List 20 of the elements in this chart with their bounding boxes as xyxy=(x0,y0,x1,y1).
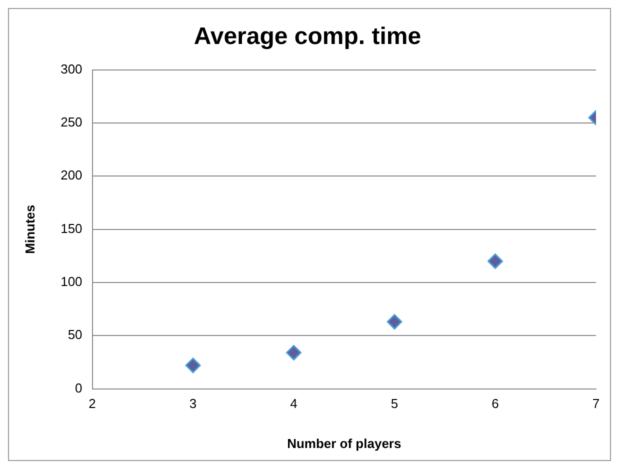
x-tick-label: 3 xyxy=(189,396,197,412)
y-tick-label: 50 xyxy=(68,327,82,342)
y-axis-title: Minutes xyxy=(22,204,38,254)
y-tick-label: 100 xyxy=(60,274,82,290)
y-tick-label: 250 xyxy=(60,114,82,130)
y-tick-label: 300 xyxy=(60,61,82,76)
x-tick-label: 7 xyxy=(592,396,600,412)
point xyxy=(488,253,504,269)
point xyxy=(185,358,201,374)
y-tick-label: 200 xyxy=(60,168,82,183)
x-tick-label: 2 xyxy=(88,396,96,412)
point xyxy=(386,314,402,330)
x-tick-label: 5 xyxy=(390,396,398,412)
x-tick-label: 4 xyxy=(290,396,298,412)
x-axis-title: Number of players xyxy=(287,436,402,451)
y-tick-label: 150 xyxy=(60,220,82,236)
point xyxy=(286,344,302,360)
chart-title: Average comp. time xyxy=(194,23,422,50)
y-tick-label: 0 xyxy=(75,380,82,396)
x-tick-label: 6 xyxy=(492,396,499,412)
